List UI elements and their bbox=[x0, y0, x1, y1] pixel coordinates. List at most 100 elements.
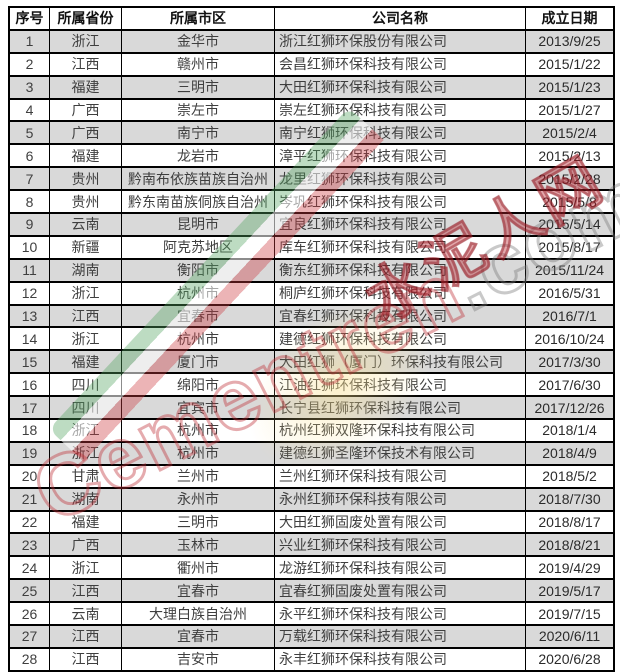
cell-company: 衡东红狮环保科技有限公司 bbox=[275, 259, 526, 283]
col-header-province: 所属省份 bbox=[50, 8, 122, 31]
cell-company: 大田红狮环保科技有限公司 bbox=[275, 76, 526, 100]
cell-company: 永州红狮环保科技有限公司 bbox=[275, 488, 526, 512]
cell-province: 湖南 bbox=[50, 488, 122, 512]
cell-date: 2016/10/24 bbox=[526, 328, 615, 352]
cell-province: 四川 bbox=[50, 397, 122, 421]
cell-index: 15 bbox=[10, 351, 50, 375]
cell-province: 浙江 bbox=[50, 30, 122, 54]
cell-city: 杭州市 bbox=[122, 442, 275, 466]
cell-date: 2017/6/30 bbox=[526, 374, 615, 398]
cell-company: 杭州红狮双隆环保科技有限公司 bbox=[275, 420, 526, 443]
cell-city: 杭州市 bbox=[122, 420, 275, 443]
table-row: 24 浙江 衢州市 龙游红狮环保科技有限公司 2019/4/29 bbox=[10, 557, 615, 581]
cell-date: 2015/1/27 bbox=[526, 99, 615, 123]
cell-index: 26 bbox=[10, 603, 50, 627]
cell-index: 18 bbox=[10, 420, 50, 443]
table-row: 1 浙江 金华市 浙江红狮环保股份有限公司 2013/9/25 bbox=[10, 30, 615, 54]
company-table: 序号 所属省份 所属市区 公司名称 成立日期 1 浙江 金华市 浙江红狮环保股份有限公… bbox=[8, 6, 615, 672]
cell-date: 2015/2/28 bbox=[526, 168, 615, 192]
table-row: 7 贵州 黔南布依族苗族自治州 龙里红狮环保科技有限公司 2015/2/28 bbox=[10, 168, 615, 192]
cell-province: 江西 bbox=[50, 580, 122, 604]
cell-date: 2013/9/25 bbox=[526, 30, 615, 54]
cell-company: 龙游红狮环保科技有限公司 bbox=[275, 557, 526, 581]
cell-date: 2015/5/8 bbox=[526, 191, 615, 215]
cell-city: 永州市 bbox=[122, 488, 275, 512]
table-row: 9 云南 昆明市 宜良红狮环保科技有限公司 2015/5/14 bbox=[10, 214, 615, 237]
cell-date: 2020/6/11 bbox=[526, 626, 615, 649]
cell-company: 江油红狮环保科技有限公司 bbox=[275, 374, 526, 398]
cell-date: 2018/5/2 bbox=[526, 465, 615, 489]
cell-province: 福建 bbox=[50, 145, 122, 169]
cell-city: 阿克苏地区 bbox=[122, 236, 275, 260]
cell-province: 广西 bbox=[50, 534, 122, 558]
cell-index: 16 bbox=[10, 374, 50, 398]
cell-company: 永平红狮环保科技有限公司 bbox=[275, 603, 526, 627]
cell-index: 19 bbox=[10, 442, 50, 466]
table-row: 6 福建 龙岩市 漳平红狮环保科技有限公司 2015/2/13 bbox=[10, 145, 615, 169]
table-row: 28 江西 吉安市 永丰红狮环保科技有限公司 2020/6/28 bbox=[10, 648, 615, 672]
cell-index: 20 bbox=[10, 465, 50, 489]
cell-date: 2015/2/4 bbox=[526, 122, 615, 146]
cell-city: 厦门市 bbox=[122, 351, 275, 375]
cell-company: 宜良红狮环保科技有限公司 bbox=[275, 214, 526, 237]
cell-index: 1 bbox=[10, 30, 50, 54]
cell-company: 崇左红狮环保科技有限公司 bbox=[275, 99, 526, 123]
cell-index: 7 bbox=[10, 168, 50, 192]
cell-province: 甘肃 bbox=[50, 465, 122, 489]
cell-date: 2019/7/15 bbox=[526, 603, 615, 627]
cell-company: 库车红狮环保科技有限公司 bbox=[275, 236, 526, 260]
cell-company: 大田红狮固废处置有限公司 bbox=[275, 511, 526, 535]
table-row: 20 甘肃 兰州市 兰州红狮环保科技有限公司 2018/5/2 bbox=[10, 465, 615, 489]
cell-index: 21 bbox=[10, 488, 50, 512]
cell-date: 2018/1/4 bbox=[526, 420, 615, 443]
cell-date: 2018/8/17 bbox=[526, 511, 615, 535]
cell-city: 赣州市 bbox=[122, 53, 275, 77]
cell-company: 桐庐红狮环保科技有限公司 bbox=[275, 282, 526, 306]
cell-province: 贵州 bbox=[50, 168, 122, 192]
cell-company: 浙江红狮环保股份有限公司 bbox=[275, 30, 526, 54]
cell-date: 2015/8/17 bbox=[526, 236, 615, 260]
cell-province: 福建 bbox=[50, 511, 122, 535]
cell-date: 2020/6/28 bbox=[526, 648, 615, 672]
cell-city: 衡阳市 bbox=[122, 259, 275, 283]
cell-company: 南宁红狮环保科技有限公司 bbox=[275, 122, 526, 146]
table-row: 8 贵州 黔东南苗族侗族自治州 岑巩红狮环保科技有限公司 2015/5/8 bbox=[10, 191, 615, 215]
cell-index: 8 bbox=[10, 191, 50, 215]
cell-province: 贵州 bbox=[50, 191, 122, 215]
cell-company: 万载红狮环保科技有限公司 bbox=[275, 626, 526, 649]
cell-date: 2019/4/29 bbox=[526, 557, 615, 581]
cell-date: 2015/2/13 bbox=[526, 145, 615, 169]
cell-index: 25 bbox=[10, 580, 50, 604]
table-row: 21 湖南 永州市 永州红狮环保科技有限公司 2018/7/30 bbox=[10, 488, 615, 512]
cell-province: 浙江 bbox=[50, 328, 122, 352]
cell-company: 大田红狮（厦门）环保科技有限公司 bbox=[275, 351, 526, 375]
cell-date: 2017/12/26 bbox=[526, 397, 615, 421]
cell-index: 24 bbox=[10, 557, 50, 581]
table-row: 27 江西 宜春市 万载红狮环保科技有限公司 2020/6/11 bbox=[10, 626, 615, 649]
cell-city: 三明市 bbox=[122, 511, 275, 535]
cell-index: 4 bbox=[10, 99, 50, 123]
cell-province: 广西 bbox=[50, 122, 122, 146]
cell-date: 2015/5/14 bbox=[526, 214, 615, 237]
cell-province: 云南 bbox=[50, 603, 122, 627]
cell-index: 10 bbox=[10, 236, 50, 260]
cell-index: 12 bbox=[10, 282, 50, 306]
cell-city: 三明市 bbox=[122, 76, 275, 100]
cell-index: 3 bbox=[10, 76, 50, 100]
table-row: 2 江西 赣州市 会昌红狮环保科技有限公司 2015/1/22 bbox=[10, 53, 615, 77]
cell-company: 龙里红狮环保科技有限公司 bbox=[275, 168, 526, 192]
cell-company: 漳平红狮环保科技有限公司 bbox=[275, 145, 526, 169]
cell-province: 浙江 bbox=[50, 442, 122, 466]
table-body: 1 浙江 金华市 浙江红狮环保股份有限公司 2013/9/25 2 江西 赣州市 会昌红狮环保科… bbox=[10, 30, 615, 672]
cell-city: 黔南布依族苗族自治州 bbox=[122, 168, 275, 192]
table-row: 26 云南 大理白族自治州 永平红狮环保科技有限公司 2019/7/15 bbox=[10, 603, 615, 627]
cell-city: 杭州市 bbox=[122, 282, 275, 306]
table-row: 22 福建 三明市 大田红狮固废处置有限公司 2018/8/17 bbox=[10, 511, 615, 535]
table-row: 3 福建 三明市 大田红狮环保科技有限公司 2015/1/23 bbox=[10, 76, 615, 100]
cell-date: 2015/1/23 bbox=[526, 76, 615, 100]
table-row: 11 湖南 衡阳市 衡东红狮环保科技有限公司 2015/11/24 bbox=[10, 259, 615, 283]
cell-company: 建德红狮圣隆环保技术有限公司 bbox=[275, 442, 526, 466]
cell-city: 杭州市 bbox=[122, 328, 275, 352]
cell-city: 兰州市 bbox=[122, 465, 275, 489]
